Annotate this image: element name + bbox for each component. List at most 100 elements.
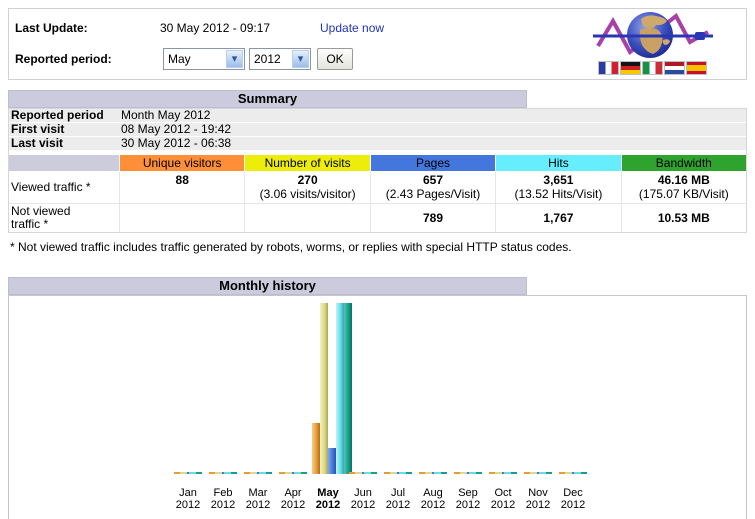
month-year: 2012 bbox=[280, 499, 306, 511]
month-year: 2012 bbox=[490, 499, 516, 511]
month-label: Jan 2012 bbox=[171, 487, 205, 511]
zero-mark-unique-visitors bbox=[349, 472, 355, 474]
zero-bar-marks bbox=[174, 472, 202, 474]
flag-germany-icon[interactable] bbox=[621, 62, 640, 74]
zero-mark-number-of-visits bbox=[530, 472, 537, 474]
zero-mark-number-of-visits bbox=[390, 472, 397, 474]
viewed-cell-pages: 657 (2.43 Pages/Visit) bbox=[369, 171, 495, 203]
bar-group-may-2012 bbox=[312, 303, 352, 474]
bar-pages bbox=[328, 448, 336, 474]
zero-mark-unique-visitors bbox=[419, 472, 425, 474]
month-label: Sep 2012 bbox=[451, 487, 485, 511]
last-update-value: 30 May 2012 - 09:17 bbox=[160, 21, 271, 35]
viewed-cell-unique-visitors: 88 bbox=[119, 171, 244, 203]
month-year: 2012 bbox=[560, 499, 586, 511]
chevron-down-icon: ▾ bbox=[226, 50, 243, 68]
month-year: 2012 bbox=[385, 499, 411, 511]
column-header-number-of-visits: Number of visits bbox=[244, 155, 370, 171]
month-name: Jun bbox=[354, 487, 372, 499]
chevron-down-icon: ▾ bbox=[292, 50, 309, 68]
zero-mark-bandwidth-mb bbox=[476, 472, 482, 474]
flag-spain-icon[interactable] bbox=[687, 62, 706, 74]
month-label: Oct 2012 bbox=[486, 487, 520, 511]
zero-bar-marks bbox=[524, 472, 552, 474]
zero-mark-bandwidth-mb bbox=[441, 472, 447, 474]
year-select-value: 2012 bbox=[254, 52, 281, 66]
zero-mark-pages bbox=[537, 472, 539, 474]
viewed-sub-value: (13.52 Hits/Visit) bbox=[514, 187, 603, 201]
zero-mark-unique-visitors bbox=[174, 472, 180, 474]
summary-info-rows: Reported period Month May 2012 First visit… bbox=[9, 109, 746, 150]
month-name: Dec bbox=[563, 487, 583, 499]
month-name: Jan bbox=[179, 487, 197, 499]
month-select[interactable]: May ▾ bbox=[163, 48, 245, 70]
zero-mark-bandwidth-mb bbox=[301, 472, 307, 474]
zero-mark-number-of-visits bbox=[355, 472, 362, 474]
summary-table: Reported period Month May 2012 First visit… bbox=[8, 108, 747, 233]
zero-mark-number-of-visits bbox=[285, 472, 292, 474]
monthly-chart: Jan 2012 Feb 2012 Mar 2012 Apr 2012 May 2012 Jun 20… bbox=[8, 295, 747, 519]
column-header-hits: Hits bbox=[495, 155, 621, 171]
viewed-traffic-row: Viewed traffic * 88 270 (3.06 visits/visit… bbox=[9, 171, 746, 203]
info-value: Month May 2012 bbox=[121, 108, 211, 122]
flag-netherlands-icon[interactable] bbox=[665, 62, 684, 74]
zero-mark-number-of-visits bbox=[250, 472, 257, 474]
not-viewed-value: 1,767 bbox=[543, 211, 574, 225]
not-viewed-value: 789 bbox=[423, 211, 444, 225]
zero-mark-hits bbox=[434, 472, 441, 474]
not-viewed-traffic-row: Not viewed traffic * 789 1,767 10.53 MB bbox=[9, 203, 746, 232]
info-value: 30 May 2012 - 06:38 bbox=[121, 136, 232, 150]
zero-mark-bandwidth-mb bbox=[371, 472, 377, 474]
zero-mark-bandwidth-mb bbox=[546, 472, 552, 474]
month-name: Feb bbox=[213, 487, 233, 499]
month-label: Jul 2012 bbox=[381, 487, 415, 511]
zero-mark-hits bbox=[364, 472, 371, 474]
info-label: Reported period bbox=[11, 108, 104, 122]
month-name: May bbox=[317, 487, 339, 499]
zero-mark-pages bbox=[187, 472, 189, 474]
zero-mark-hits bbox=[504, 472, 511, 474]
zero-mark-hits bbox=[224, 472, 231, 474]
month-name: Nov bbox=[528, 487, 548, 499]
summary-info-row: Last visit 30 May 2012 - 06:38 bbox=[9, 137, 746, 150]
viewed-main-value: 46.16 MB bbox=[657, 173, 710, 187]
column-header-bandwidth: Bandwidth bbox=[620, 155, 747, 171]
month-label: Apr 2012 bbox=[276, 487, 310, 511]
viewed-traffic-label: Viewed traffic * bbox=[11, 180, 91, 194]
flag-italy-icon[interactable] bbox=[643, 62, 662, 74]
info-label: Last visit bbox=[11, 136, 64, 150]
month-label: Feb 2012 bbox=[206, 487, 240, 511]
zero-mark-bandwidth-mb bbox=[581, 472, 587, 474]
month-year: 2012 bbox=[210, 499, 236, 511]
ok-button[interactable]: OK bbox=[317, 48, 353, 70]
info-label: First visit bbox=[11, 122, 65, 136]
bar-hits bbox=[336, 303, 344, 474]
column-header-unique-visitors: Unique visitors bbox=[119, 155, 245, 171]
flag-france-icon[interactable] bbox=[599, 62, 618, 74]
zero-mark-bandwidth-mb bbox=[511, 472, 517, 474]
zero-mark-pages bbox=[502, 472, 504, 474]
zero-bar-marks bbox=[384, 472, 412, 474]
zero-mark-number-of-visits bbox=[495, 472, 502, 474]
year-select[interactable]: 2012 ▾ bbox=[249, 48, 311, 70]
zero-mark-pages bbox=[292, 472, 294, 474]
not-viewed-cell-hits: 1,767 bbox=[495, 204, 620, 232]
zero-mark-unique-visitors bbox=[279, 472, 285, 474]
month-name: Mar bbox=[248, 487, 268, 499]
zero-bar-marks bbox=[559, 472, 587, 474]
info-value: 08 May 2012 - 19:42 bbox=[121, 122, 232, 136]
zero-mark-pages bbox=[432, 472, 434, 474]
viewed-main-value: 657 bbox=[423, 173, 444, 187]
awstats-logo-icon bbox=[593, 12, 713, 58]
monthly-history-title: Monthly history bbox=[8, 277, 527, 295]
not-viewed-traffic-label: Not viewed traffic * bbox=[11, 204, 71, 231]
update-now-link[interactable]: Update now bbox=[320, 21, 385, 35]
zero-bar-marks bbox=[209, 472, 237, 474]
zero-mark-number-of-visits bbox=[425, 472, 432, 474]
month-label: Jun 2012 bbox=[346, 487, 380, 511]
viewed-main-value: 3,651 bbox=[543, 173, 574, 187]
zero-mark-pages bbox=[257, 472, 259, 474]
viewed-cell-hits: 3,651 (13.52 Hits/Visit) bbox=[495, 171, 620, 203]
summary-info-row: First visit 08 May 2012 - 19:42 bbox=[9, 123, 746, 136]
